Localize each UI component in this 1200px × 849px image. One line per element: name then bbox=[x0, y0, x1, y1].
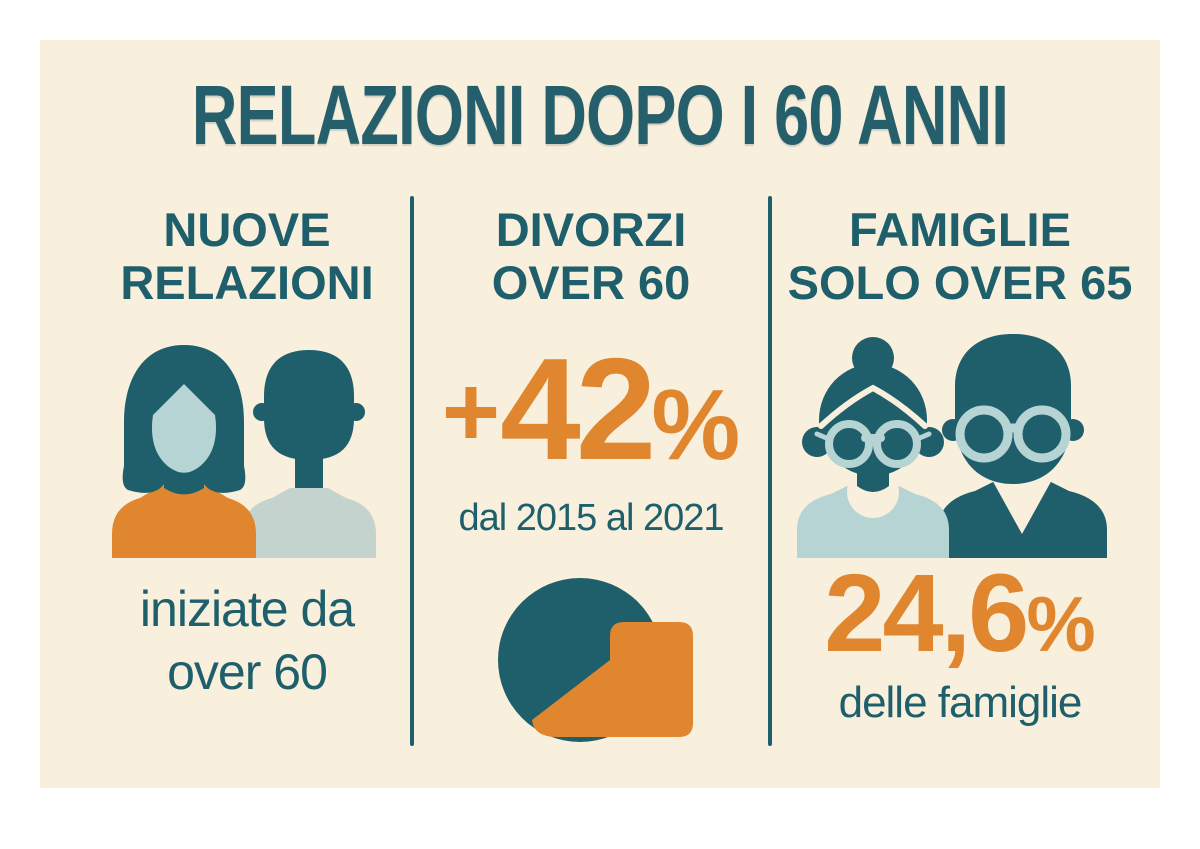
stat-famiglie-over-65: 24,6% bbox=[774, 558, 1146, 680]
stat-share-caption: delle famiglie bbox=[838, 678, 1083, 727]
elderly-man-head bbox=[955, 334, 1071, 484]
page-title: RELAZIONI DOPO I 60 ANNI bbox=[191, 68, 1009, 162]
caption-line-2: over 60 bbox=[167, 644, 328, 700]
infographic-card: RELAZIONI DOPO I 60 ANNI NUOVE RELAZIONI… bbox=[40, 40, 1160, 788]
stat-value: 24,6 bbox=[824, 552, 1029, 675]
caption-nuove-relazioni: iniziate da over 60 bbox=[82, 578, 412, 704]
heading-famiglie-solo-over-65: FAMIGLIE SOLO OVER 65 bbox=[774, 203, 1146, 309]
elderly-woman-glasses-icon bbox=[814, 420, 932, 468]
woman-body bbox=[112, 480, 256, 558]
man-head bbox=[264, 350, 354, 460]
woman-face bbox=[151, 384, 217, 473]
percent-sign: % bbox=[651, 369, 741, 481]
heading-line-1: NUOVE bbox=[163, 203, 331, 256]
column-divider-1 bbox=[410, 196, 414, 746]
elderly-man-icon bbox=[938, 334, 1107, 558]
man-icon bbox=[242, 350, 376, 558]
caption-line-1: iniziate da bbox=[139, 581, 355, 637]
heading-line-2: RELAZIONI bbox=[120, 256, 374, 309]
elderly-man-vneck bbox=[991, 478, 1053, 534]
heading-line-2: SOLO OVER 65 bbox=[787, 256, 1133, 309]
elderly-man-glasses-icon bbox=[955, 405, 1071, 463]
pie-chart-icon bbox=[498, 578, 693, 742]
heading-divorzi-over-60: DIVORZI OVER 60 bbox=[420, 203, 762, 309]
heading-line-1: DIVORZI bbox=[495, 203, 687, 256]
man-body bbox=[242, 488, 376, 558]
man-neck bbox=[295, 446, 323, 494]
elderly-couple-icon bbox=[797, 334, 1107, 558]
woman-icon bbox=[112, 345, 256, 558]
stat-prefix: + bbox=[441, 356, 501, 468]
elderly-woman-icon bbox=[797, 337, 949, 558]
heading-line-1: FAMIGLIE bbox=[849, 203, 1071, 256]
heading-nuove-relazioni: NUOVE RELAZIONI bbox=[82, 203, 412, 309]
stat-value: 42 bbox=[500, 328, 656, 490]
elderly-woman-head bbox=[819, 364, 927, 476]
stat-period: dal 2015 al 2021 bbox=[458, 497, 724, 539]
couple-icon bbox=[112, 345, 376, 558]
elderly-woman-body bbox=[797, 483, 949, 558]
elderly-woman-hair-part bbox=[818, 384, 928, 429]
pie-slice-orange bbox=[532, 622, 693, 737]
column-divider-2 bbox=[768, 196, 772, 746]
stat-divorzi-over-60: +42% bbox=[420, 337, 762, 494]
heading-line-2: OVER 60 bbox=[491, 256, 691, 309]
percent-sign: % bbox=[1026, 580, 1096, 668]
